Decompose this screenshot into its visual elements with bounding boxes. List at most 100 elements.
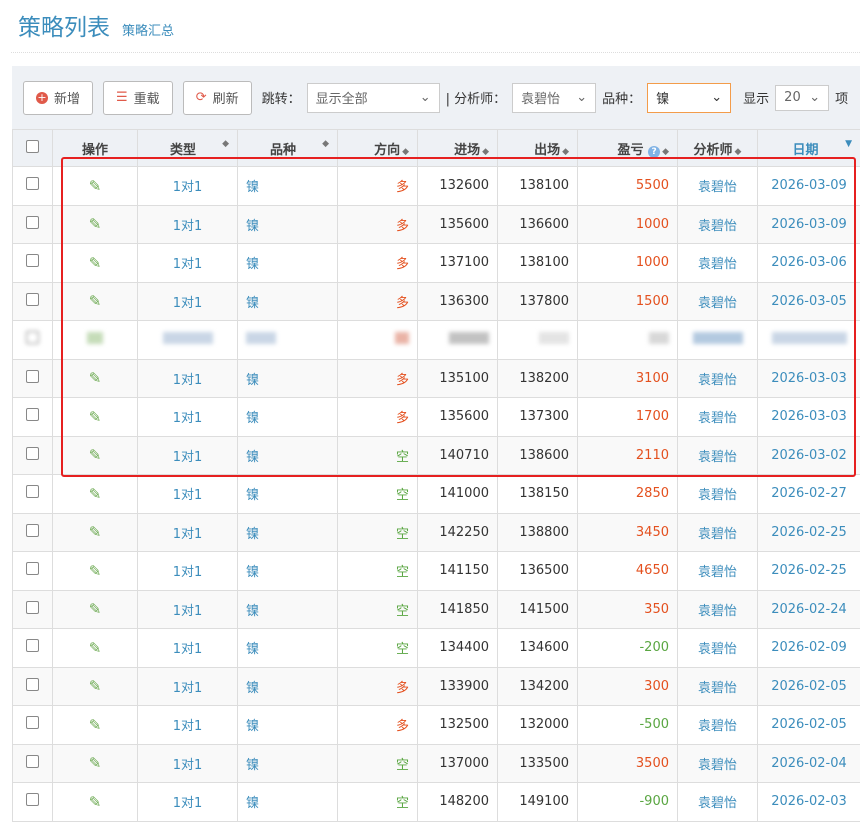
row-checkbox[interactable] [12,589,53,629]
col-analyst[interactable]: 分析师 ◆ [677,129,758,167]
analyst-link[interactable]: 袁碧怡 [677,435,758,475]
type-link[interactable]: 1对1 [137,474,238,514]
date-link[interactable]: 2026-02-05 [757,705,860,745]
date-link[interactable]: 2026-03-09 [757,204,860,244]
variety-link[interactable]: 镍 [237,512,338,552]
variety-link[interactable]: 镍 [237,435,338,475]
page-size-select[interactable]: 20 ⌄ [775,84,830,111]
col-type[interactable]: 类型 ◆ [137,129,238,167]
add-button[interactable]: + 新增 [23,80,94,115]
analyst-link[interactable]: 袁碧怡 [677,551,758,591]
edit-button[interactable]: ✎ [52,166,138,206]
analyst-link[interactable]: 袁碧怡 [677,705,758,745]
type-link[interactable]: 1对1 [137,435,238,475]
variety-link[interactable]: 镍 [237,281,338,321]
variety-link[interactable]: 镍 [237,551,338,591]
date-link[interactable]: 2026-02-25 [757,512,860,552]
variety-link[interactable]: 镍 [237,782,338,822]
edit-button[interactable]: ✎ [52,705,138,745]
col-exit[interactable]: 出场 ◆ [497,129,578,167]
row-checkbox[interactable] [12,743,53,783]
edit-button[interactable]: ✎ [52,281,138,321]
type-link[interactable]: 1对1 [137,397,238,437]
edit-button[interactable]: ✎ [52,628,138,668]
help-icon[interactable]: ? [648,145,661,158]
row-checkbox[interactable] [12,320,53,360]
row-checkbox[interactable] [12,166,53,206]
reload-button[interactable]: ☰ 重载 [103,80,173,115]
analyst-link[interactable]: 袁碧怡 [677,358,758,398]
edit-button[interactable]: ✎ [52,551,138,591]
type-link[interactable]: 1对1 [137,782,238,822]
variety-link[interactable]: 镍 [237,474,338,514]
date-link[interactable]: 2026-02-03 [757,782,860,822]
variety-link[interactable]: 镍 [237,243,338,283]
analyst-link[interactable]: 袁碧怡 [677,628,758,668]
row-checkbox[interactable] [12,628,53,668]
variety-link[interactable]: 镍 [237,166,338,206]
edit-button[interactable]: ✎ [52,782,138,822]
type-link[interactable]: 1对1 [137,204,238,244]
col-direction[interactable]: 方向 ◆ [337,129,418,167]
analyst-link[interactable]: 袁碧怡 [677,166,758,206]
date-link[interactable]: 2026-02-24 [757,589,860,629]
col-variety[interactable]: 品种 ◆ [237,129,338,167]
analyst-select[interactable]: 袁碧怡 ⌄ [512,82,597,113]
analyst-link[interactable]: 袁碧怡 [677,204,758,244]
edit-button[interactable]: ✎ [52,397,138,437]
row-checkbox[interactable] [12,281,53,321]
analyst-link[interactable]: 袁碧怡 [677,397,758,437]
variety-link[interactable]: 镍 [237,628,338,668]
type-link[interactable]: 1对1 [137,666,238,706]
variety-select[interactable]: 镍 ⌄ [647,82,732,113]
type-link[interactable]: 1对1 [137,281,238,321]
analyst-link[interactable]: 袁碧怡 [677,474,758,514]
type-link[interactable]: 1对1 [137,551,238,591]
row-checkbox[interactable] [12,435,53,475]
refresh-button[interactable]: ⟳ 刷新 [182,80,252,115]
date-link[interactable]: 2026-02-25 [757,551,860,591]
row-checkbox[interactable] [12,512,53,552]
edit-button[interactable]: ✎ [52,512,138,552]
type-link[interactable]: 1对1 [137,166,238,206]
date-link[interactable]: 2026-03-02 [757,435,860,475]
type-link[interactable]: 1对1 [137,743,238,783]
analyst-link[interactable]: 袁碧怡 [677,512,758,552]
type-link[interactable]: 1对1 [137,512,238,552]
type-link[interactable]: 1对1 [137,628,238,668]
edit-button[interactable]: ✎ [52,474,138,514]
type-link[interactable]: 1对1 [137,589,238,629]
analyst-link[interactable]: 袁碧怡 [677,243,758,283]
edit-button[interactable]: ✎ [52,666,138,706]
edit-button[interactable]: ✎ [52,243,138,283]
edit-button[interactable]: ✎ [52,589,138,629]
date-link[interactable]: 2026-02-09 [757,628,860,668]
analyst-link[interactable]: 袁碧怡 [677,589,758,629]
date-link[interactable]: 2026-02-05 [757,666,860,706]
row-checkbox[interactable] [12,474,53,514]
analyst-link[interactable]: 袁碧怡 [677,782,758,822]
date-link[interactable]: 2026-03-09 [757,166,860,206]
jump-select[interactable]: 显示全部 ⌄ [306,82,440,113]
analyst-link[interactable]: 袁碧怡 [677,666,758,706]
edit-button[interactable]: ✎ [52,435,138,475]
analyst-link[interactable]: 袁碧怡 [677,743,758,783]
type-link[interactable]: 1对1 [137,358,238,398]
row-checkbox[interactable] [12,358,53,398]
col-entry[interactable]: 进场 ◆ [417,129,498,167]
analyst-link[interactable]: 袁碧怡 [677,281,758,321]
date-link[interactable]: 2026-03-06 [757,243,860,283]
type-link[interactable]: 1对1 [137,705,238,745]
date-link[interactable]: 2026-02-04 [757,743,860,783]
variety-link[interactable]: 镍 [237,743,338,783]
col-date[interactable]: 日期 ▼ [757,129,860,167]
select-all-checkbox[interactable] [12,129,53,167]
variety-link[interactable]: 镍 [237,666,338,706]
row-checkbox[interactable] [12,243,53,283]
row-checkbox[interactable] [12,666,53,706]
date-link[interactable]: 2026-03-03 [757,358,860,398]
variety-link[interactable]: 镍 [237,397,338,437]
date-link[interactable]: 2026-03-05 [757,281,860,321]
row-checkbox[interactable] [12,204,53,244]
variety-link[interactable]: 镍 [237,589,338,629]
